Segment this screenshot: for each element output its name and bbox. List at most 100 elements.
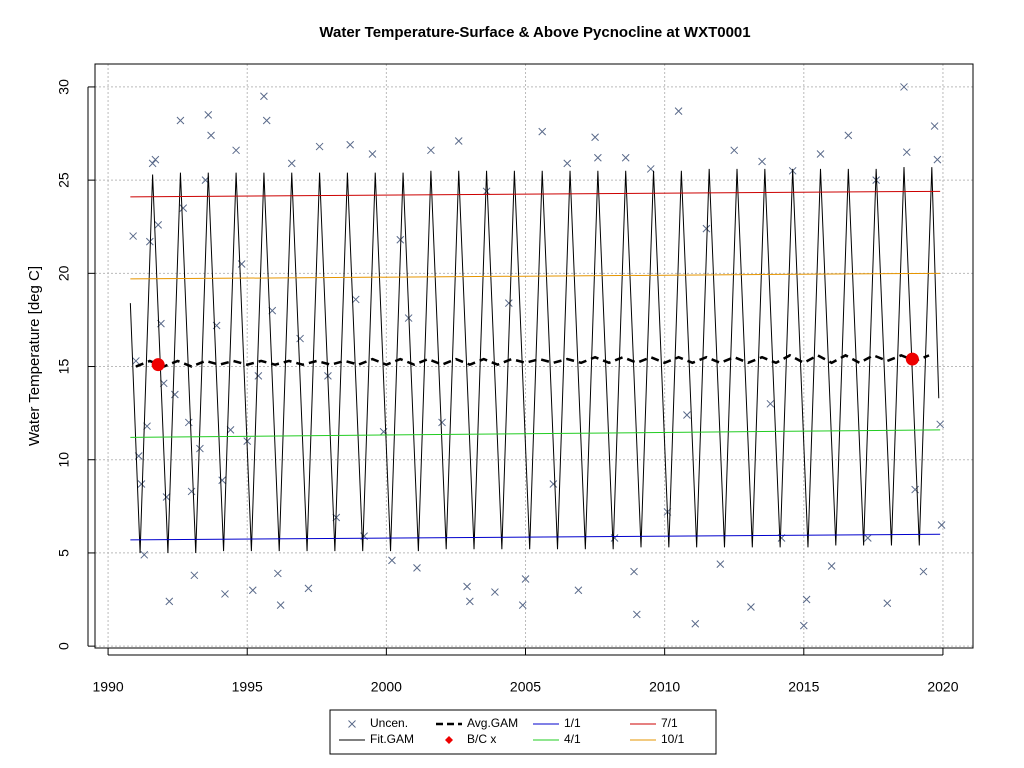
- data-point: [273, 569, 282, 578]
- data-point: [802, 595, 811, 604]
- data-point: [844, 131, 853, 140]
- data-point: [691, 619, 700, 628]
- data-point: [538, 127, 547, 136]
- data-point: [129, 232, 137, 240]
- data-point: [563, 159, 572, 168]
- data-point: [491, 588, 499, 596]
- data-point: [521, 575, 530, 583]
- data-point: [226, 426, 235, 434]
- data-point: [454, 137, 463, 145]
- series-line: [130, 429, 941, 438]
- data-point: [427, 146, 435, 155]
- data-point: [137, 480, 146, 488]
- data-point: [346, 140, 355, 149]
- data-point: [184, 418, 193, 427]
- x-tick-label: 1990: [93, 679, 124, 695]
- data-point: [151, 358, 165, 372]
- x-tick-label: 2005: [510, 679, 541, 695]
- data-point: [140, 550, 149, 559]
- data-point: [863, 534, 872, 542]
- data-point: [190, 571, 199, 580]
- data-point: [221, 590, 229, 598]
- data-point: [463, 582, 471, 591]
- data-point: [162, 493, 171, 501]
- legend-label: 4/1: [564, 732, 581, 746]
- y-tick-label: 5: [56, 549, 72, 557]
- data-point: [165, 597, 174, 606]
- data-point: [730, 146, 739, 155]
- data-point: [574, 586, 583, 595]
- data-point: [716, 560, 725, 568]
- data-point: [919, 567, 928, 576]
- data-point: [766, 399, 775, 408]
- data-point: [466, 597, 474, 606]
- data-point: [621, 153, 630, 162]
- data-point: [151, 155, 160, 164]
- series-line: [130, 533, 941, 541]
- series-line: [130, 190, 941, 198]
- y-axis-label: Water Temperature [deg C]: [26, 266, 43, 446]
- data-point: [937, 521, 946, 529]
- data-point: [248, 586, 257, 595]
- y-tick-label: 15: [56, 359, 72, 375]
- data-point: [254, 371, 263, 380]
- data-point: [196, 444, 204, 453]
- x-tick-label: 2000: [371, 679, 402, 695]
- legend-label: B/C x: [467, 732, 496, 746]
- data-point: [632, 610, 641, 619]
- y-tick-label: 20: [56, 265, 72, 281]
- data-point: [351, 295, 360, 304]
- data-point: [518, 601, 527, 609]
- legend-marker: [445, 736, 453, 744]
- legend-box: [329, 709, 717, 755]
- data-point: [145, 237, 154, 246]
- data-point: [204, 111, 213, 119]
- data-point: [148, 159, 157, 168]
- y-tick-label: 25: [56, 172, 72, 188]
- legend-label: 10/1: [661, 732, 685, 746]
- data-point: [304, 584, 313, 593]
- data-point: [591, 133, 599, 142]
- legend-label: Avg.GAM: [467, 716, 518, 730]
- data-point: [702, 224, 711, 233]
- data-point: [758, 157, 766, 166]
- data-point: [930, 122, 939, 130]
- data-point: [816, 150, 825, 158]
- data-point: [260, 92, 268, 101]
- data-point: [296, 334, 304, 343]
- data-point: [747, 603, 755, 611]
- data-point: [368, 150, 377, 158]
- data-point: [610, 534, 619, 542]
- data-point: [933, 155, 942, 164]
- data-point: [438, 418, 446, 427]
- data-point: [315, 142, 324, 151]
- x-tick-label: 1995: [232, 679, 263, 695]
- data-point: [132, 357, 140, 365]
- data-point: [549, 480, 558, 488]
- data-point: [396, 235, 405, 244]
- legend-label: Uncen.: [370, 716, 408, 730]
- data-point: [179, 204, 188, 212]
- data-point: [900, 83, 908, 91]
- data-point: [936, 420, 945, 429]
- x-tick-label: 2010: [649, 679, 680, 695]
- data-point: [883, 599, 892, 608]
- x-tick-label: 2015: [788, 679, 819, 695]
- data-point: [262, 116, 271, 125]
- data-point: [482, 187, 491, 196]
- data-point: [827, 562, 836, 570]
- data-point: [287, 159, 296, 168]
- data-point: [799, 621, 808, 630]
- data-point: [232, 146, 240, 155]
- legend-label: 7/1: [661, 716, 678, 730]
- data-point: [388, 556, 396, 565]
- data-point: [276, 601, 285, 609]
- series-line: [135, 353, 930, 368]
- data-point: [594, 153, 602, 162]
- series-line: [130, 272, 941, 280]
- legend-label: 1/1: [564, 716, 581, 730]
- data-point: [630, 567, 638, 576]
- data-point: [902, 148, 911, 157]
- data-point: [171, 390, 179, 399]
